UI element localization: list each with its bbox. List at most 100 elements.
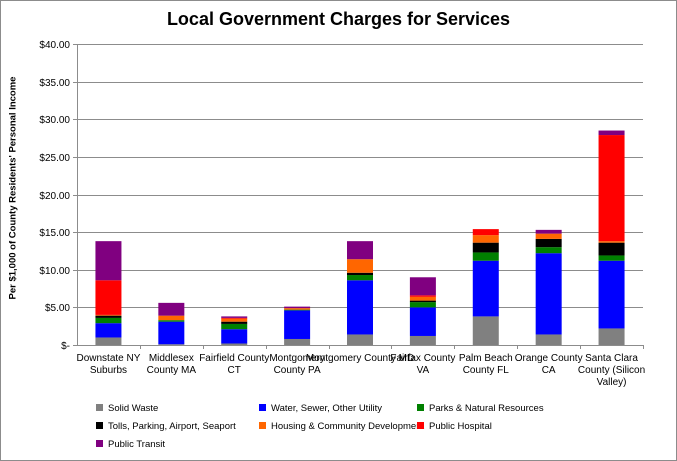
legend-label: Housing & Community Development: [271, 421, 425, 432]
bar-segment: [472, 242, 499, 253]
bar-segment: [598, 242, 625, 256]
bar-segment: [598, 328, 625, 345]
x-tick-label-line: Orange County: [515, 353, 583, 364]
bars: [95, 130, 625, 345]
x-tick-label: Fairfax County VA: [390, 353, 455, 376]
bar-segment: [347, 241, 373, 260]
legend-swatch: [96, 440, 103, 447]
y-tick-label: $5.00: [45, 303, 70, 314]
bar-segment: [535, 253, 562, 335]
y-tick-label: $20.00: [39, 191, 70, 202]
x-tick-label-line: Fairfax County: [390, 353, 455, 364]
bar-segment: [598, 130, 625, 136]
legend-label: Solid Waste: [108, 403, 159, 414]
bar-segment: [284, 309, 311, 311]
legend-label: Parks & Natural Resources: [429, 403, 544, 414]
bar-segment: [95, 314, 122, 316]
y-tick-label: $25.00: [39, 153, 70, 164]
x-tick-label-line: Downstate NY: [76, 353, 140, 364]
x-tick-label: Orange County CA: [515, 353, 583, 376]
x-tick-label-line: County MA: [147, 365, 197, 376]
bar-segment: [95, 280, 122, 315]
bar-segment: [409, 300, 436, 303]
bar-segment: [409, 296, 436, 301]
bar-segment: [535, 233, 562, 239]
x-tick-label-line: CT: [228, 365, 241, 376]
bar-segment: [158, 320, 185, 322]
bar-segment: [409, 277, 436, 296]
legend: Solid Waste Water, Sewer, Other Utility Pa…: [96, 403, 656, 457]
x-tick-label-line: Montgomery County MD: [306, 353, 414, 364]
legend-label: Water, Sewer, Other Utility: [271, 403, 383, 414]
legend-item: Public Hospital: [417, 421, 492, 433]
bar-segment: [598, 241, 625, 243]
legend-swatch: [417, 422, 424, 429]
bar-segment: [158, 302, 185, 316]
bar-segment: [409, 295, 436, 297]
legend-item: Parks & Natural Resources: [417, 403, 544, 415]
legend-swatch: [96, 404, 103, 411]
bar-segment: [472, 260, 499, 317]
x-tick-label-line: Palm Beach: [459, 353, 513, 364]
x-tick-label: Middlesex County MA: [147, 353, 197, 376]
bar-segment: [221, 316, 248, 318]
bar-segment: [347, 280, 373, 335]
x-tick-label: Fairfield County CT: [199, 353, 269, 376]
x-tick-label-line: Suburbs: [90, 365, 127, 376]
bar-segment: [221, 329, 248, 344]
bar-segment: [95, 337, 122, 345]
y-tick-label: $30.00: [39, 115, 70, 126]
bar-segment: [472, 235, 499, 243]
bar-segment: [284, 306, 311, 309]
y-tick-label: $40.00: [39, 40, 70, 51]
x-tick-label: Palm Beach County FL: [459, 353, 513, 376]
legend-swatch: [96, 422, 103, 429]
bar-segment: [598, 255, 625, 261]
y-tick-label: $10.00: [39, 266, 70, 277]
legend-label: Public Hospital: [429, 421, 492, 432]
bar-segment: [535, 334, 562, 345]
bar-segment: [284, 338, 311, 345]
legend-label: Tolls, Parking, Airport, Seaport: [108, 421, 236, 432]
bar-segment: [347, 334, 373, 345]
x-tick-label: Santa Clara County (Silicon Valley): [578, 353, 645, 388]
bar-segment: [158, 315, 185, 321]
legend-swatch: [259, 404, 266, 411]
bar-segment: [535, 229, 562, 234]
x-tick-label-line: VA: [417, 365, 430, 376]
gridlines: [77, 44, 643, 308]
y-tick-labels: $- $5.00 $10.00 $15.00 $20.00 $25.00 $30.00 $35…: [39, 40, 70, 352]
bar-segment: [535, 247, 562, 254]
bar-segment: [284, 310, 311, 339]
y-tick-label: $-: [61, 341, 70, 352]
bar-segment: [221, 318, 248, 322]
bar-segment: [95, 323, 122, 338]
x-tick-label: Downstate NY Suburbs: [76, 353, 140, 376]
bar-segment: [95, 241, 122, 281]
bar-segment: [221, 321, 248, 324]
bar-segment: [409, 302, 436, 308]
legend-item: Water, Sewer, Other Utility: [259, 403, 382, 415]
bar-segment: [472, 252, 499, 261]
bar-segment: [535, 238, 562, 248]
bar-segment: [158, 344, 185, 345]
x-tick-label-line: Valley): [597, 377, 627, 388]
legend-item: Housing & Community Development: [259, 421, 424, 433]
bar-segment: [409, 335, 436, 345]
bar-segment: [347, 275, 373, 281]
x-tick-label-line: Santa Clara: [585, 353, 638, 364]
bar-segment: [409, 307, 436, 336]
x-tick-label-line: Middlesex: [149, 353, 194, 364]
bar-segment: [221, 317, 248, 319]
y-tick-label: $15.00: [39, 228, 70, 239]
x-tick-label-line: County PA: [274, 365, 321, 376]
legend-label: Public Transit: [108, 439, 166, 450]
bar-segment: [598, 135, 625, 242]
x-tick-label-line: County FL: [463, 365, 510, 376]
bar-segment: [472, 316, 499, 345]
bar-segment: [598, 260, 625, 329]
bar-segment: [221, 343, 248, 345]
